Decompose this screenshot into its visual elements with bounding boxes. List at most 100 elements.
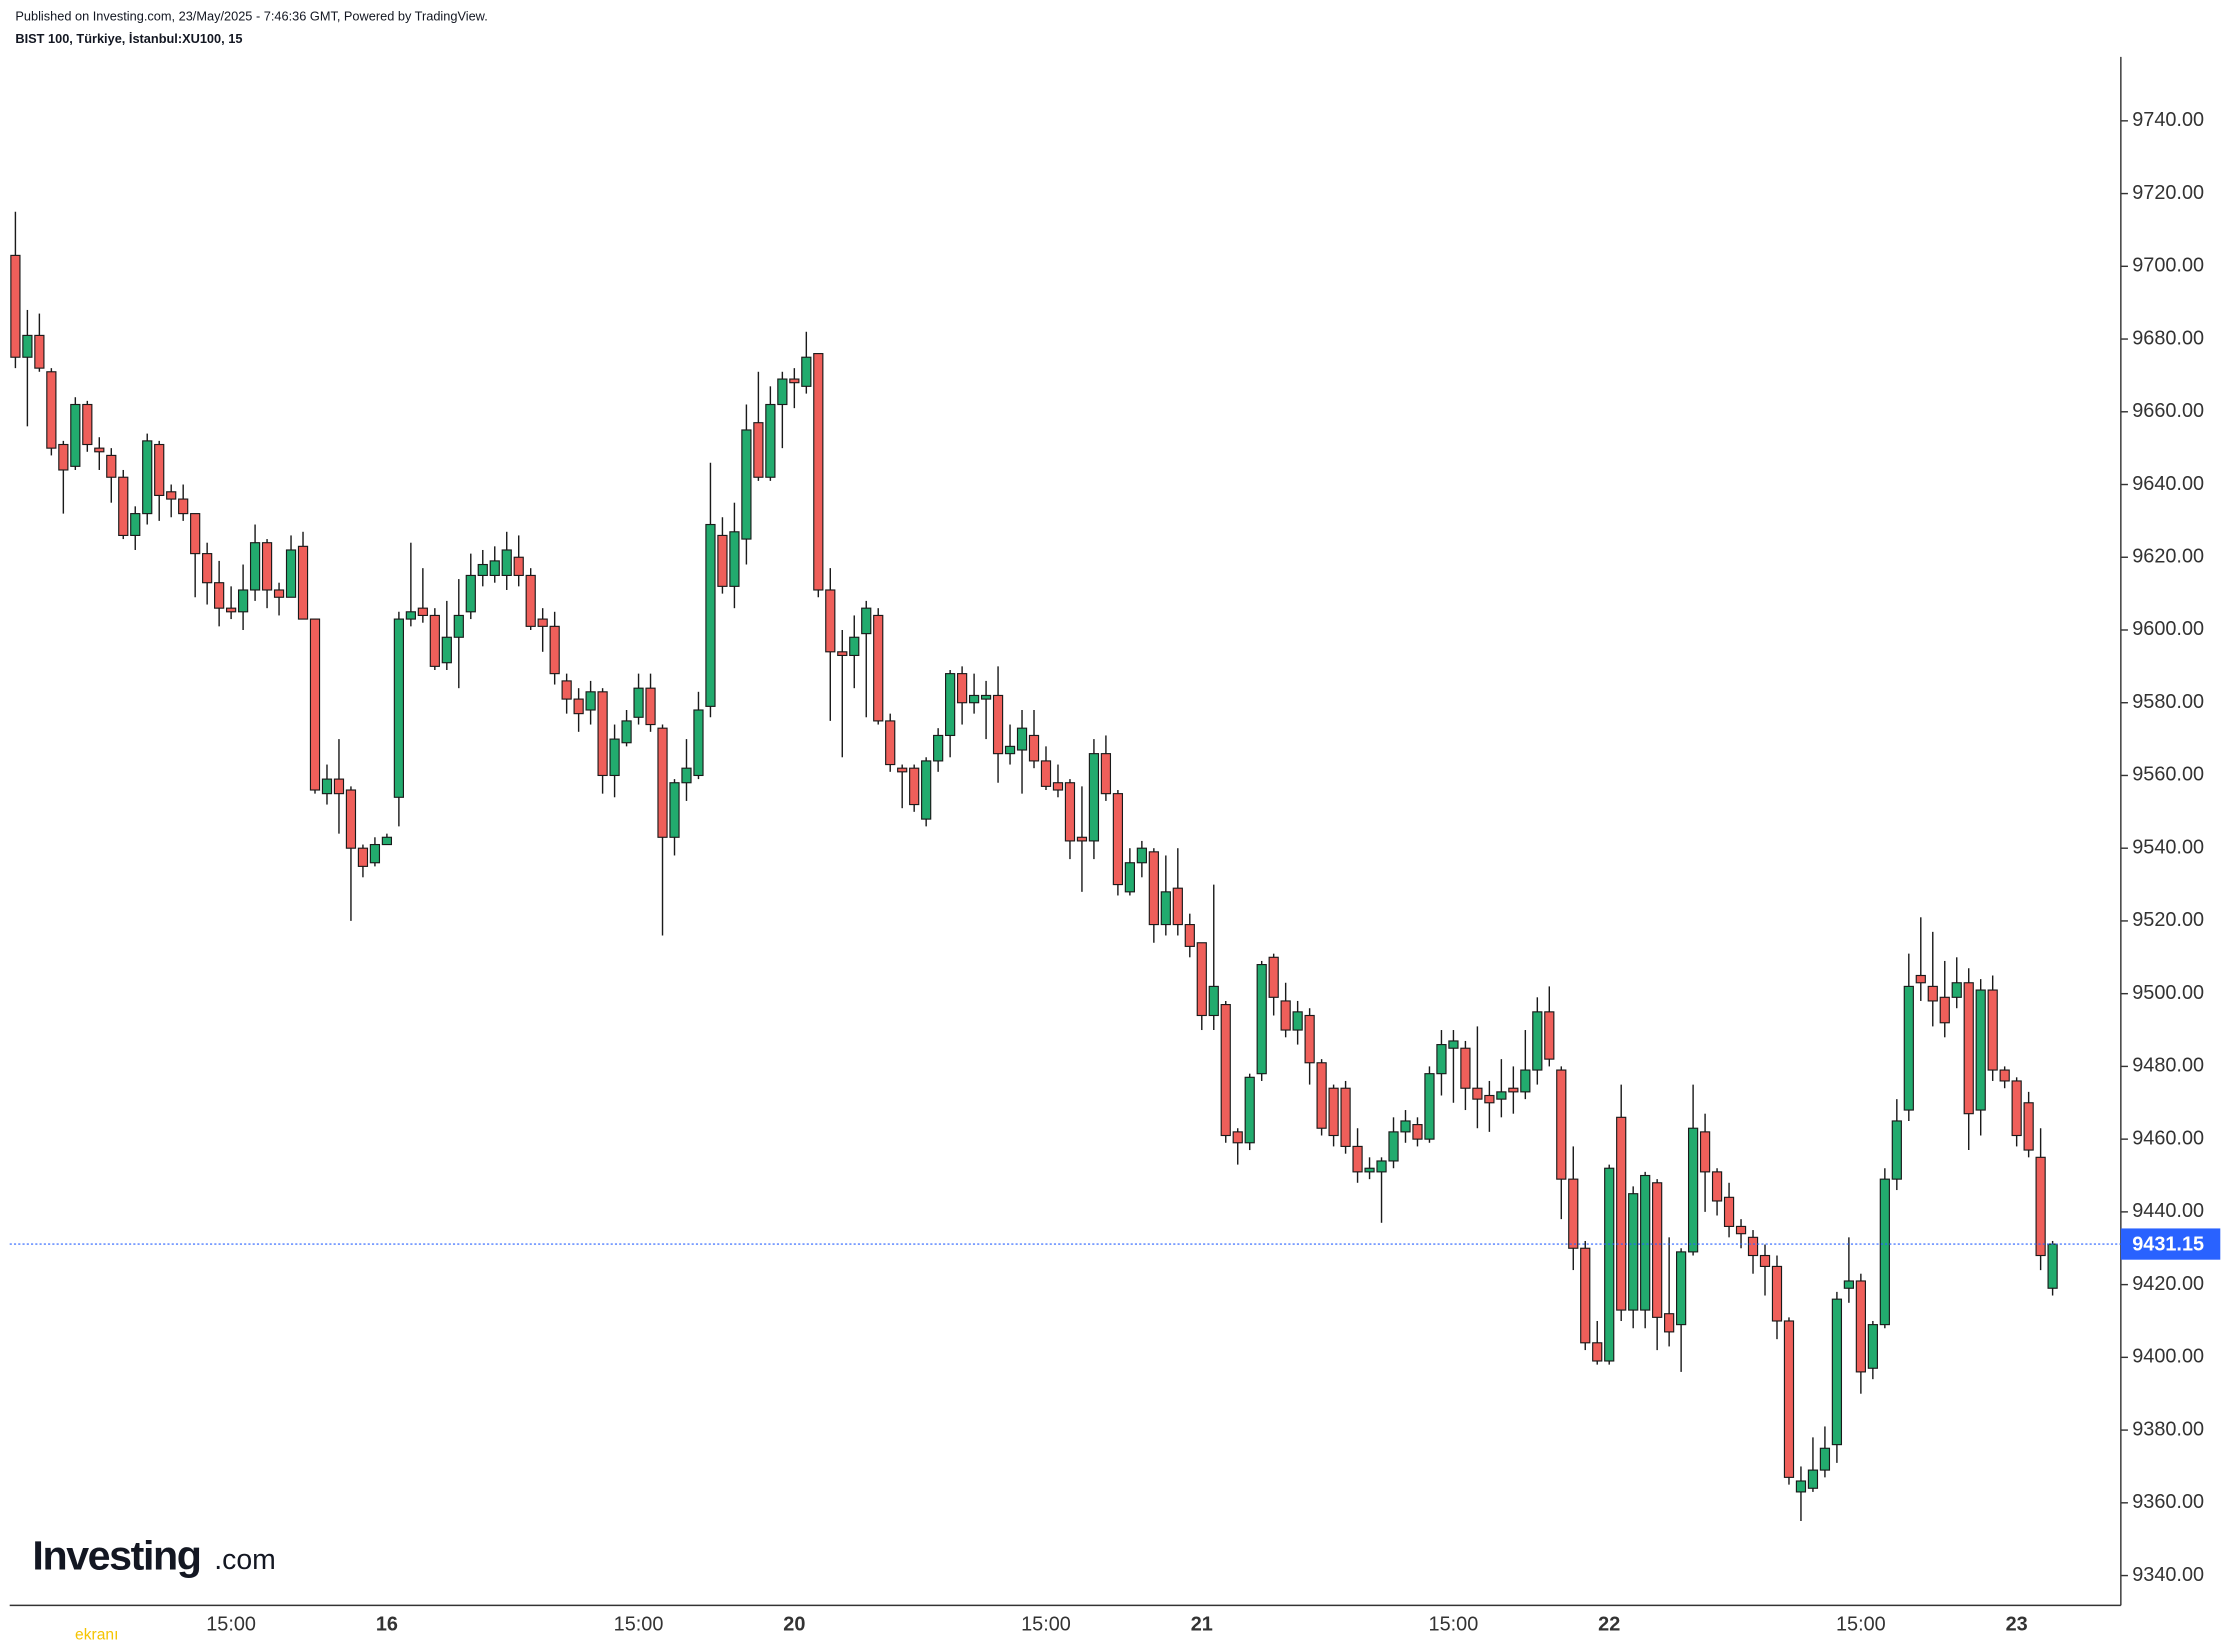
candle-body [813, 353, 824, 591]
candle-body [178, 498, 189, 515]
candle-body [1064, 782, 1076, 842]
candle-body [1676, 1251, 1687, 1326]
candle-body [789, 378, 800, 384]
candle-body [1927, 985, 1938, 1002]
candle-body [1460, 1047, 1471, 1089]
candle-body [1388, 1131, 1399, 1162]
candle-body [1640, 1174, 1651, 1311]
candle-body [477, 563, 488, 577]
candle-body [597, 691, 608, 777]
candle-body [130, 513, 141, 536]
candle-body [909, 767, 920, 806]
candle-body [369, 843, 381, 864]
candle-body [2035, 1156, 2046, 1257]
candle-body [1328, 1087, 1339, 1137]
y-tick-label: 9660.00 [2132, 400, 2204, 422]
candle-body [1412, 1124, 1423, 1140]
candle-body [273, 589, 285, 598]
candle-body [645, 687, 656, 726]
plot [10, 211, 2058, 1522]
candle-body [1664, 1313, 1675, 1333]
candle-body [46, 371, 57, 449]
candle-body [1819, 1447, 1831, 1471]
candle-body [10, 254, 21, 358]
x-tick-label: 22 [1598, 1614, 1620, 1636]
y-tick-label: 9680.00 [2132, 327, 2204, 349]
candle-body [82, 403, 93, 446]
candle-body [501, 549, 512, 577]
y-tick-label: 9640.00 [2132, 473, 2204, 495]
candle-body [142, 440, 153, 515]
candle-body [106, 454, 117, 478]
logo-name: Investing [32, 1532, 200, 1578]
candle-body [1472, 1087, 1483, 1100]
candle-body [214, 582, 225, 609]
candle-body [1999, 1069, 2010, 1082]
y-tick-label: 9460.00 [2132, 1127, 2204, 1149]
candle-body [1735, 1225, 1747, 1235]
candle-body [1364, 1167, 1375, 1173]
candle-body [357, 847, 369, 867]
y-tick-label: 9400.00 [2132, 1346, 2204, 1368]
candle-body [1340, 1087, 1351, 1147]
y-tick-label: 9600.00 [2132, 618, 2204, 640]
candle-body [1184, 924, 1195, 947]
candle-body [525, 574, 536, 627]
candle-body [1951, 982, 1962, 998]
candle-body [1604, 1167, 1615, 1362]
candle-body [429, 614, 440, 667]
x-tick-label: 15:00 [1836, 1614, 1886, 1636]
candle-body [1795, 1480, 1807, 1493]
y-tick-label: 9340.00 [2132, 1564, 2204, 1586]
candle-body [669, 782, 680, 838]
candle-body [489, 560, 500, 577]
x-tick-label: 15:00 [614, 1614, 664, 1636]
candle-body [945, 673, 956, 737]
candle-body [465, 574, 476, 613]
candle-body [1616, 1116, 1627, 1311]
candle-body [1987, 989, 1998, 1071]
candle-body [118, 476, 129, 536]
candle-body [561, 680, 572, 700]
candle-body [1891, 1120, 1902, 1180]
candle-body [225, 607, 237, 613]
candle-body [1196, 942, 1207, 1017]
candle-body [22, 334, 33, 358]
y-tick-label: 9620.00 [2132, 546, 2204, 568]
candle-body [58, 443, 69, 471]
candle-body [1879, 1178, 1890, 1326]
candle-body [309, 618, 321, 791]
last-price-label: 9431.15 [2132, 1234, 2204, 1256]
y-tick-label: 9480.00 [2132, 1055, 2204, 1077]
candle-body [980, 694, 992, 700]
candle-body [1436, 1044, 1447, 1075]
candle-body [897, 767, 908, 773]
candle-body [717, 534, 728, 587]
candle-body [1580, 1247, 1591, 1344]
candle-body [1112, 793, 1124, 886]
candle-body [741, 429, 752, 540]
candle-body [1124, 862, 1135, 893]
candle-body [405, 611, 416, 620]
x-tick-label: 23 [2006, 1614, 2028, 1636]
y-tick-label: 9380.00 [2132, 1418, 2204, 1440]
published-note: Published on Investing.com, 23/May/2025 … [15, 8, 487, 23]
candle-body [1855, 1280, 1866, 1373]
y-tick-label: 9440.00 [2132, 1200, 2204, 1222]
candle-body [513, 556, 524, 577]
candle-body [1292, 1011, 1303, 1031]
candle-body [2047, 1243, 2058, 1289]
y-tick-label: 9500.00 [2132, 982, 2204, 1004]
candle-body [1711, 1171, 1723, 1202]
candle-body [729, 531, 740, 587]
candle-body [34, 334, 45, 369]
candle-body [753, 422, 764, 478]
candle-body [1867, 1324, 1878, 1369]
candle-body [1268, 956, 1279, 998]
candle-body [285, 549, 297, 598]
candle-body [585, 691, 596, 711]
x-tick-label: 15:00 [206, 1614, 256, 1636]
candle-body [1004, 745, 1016, 755]
candle-body [825, 589, 836, 653]
